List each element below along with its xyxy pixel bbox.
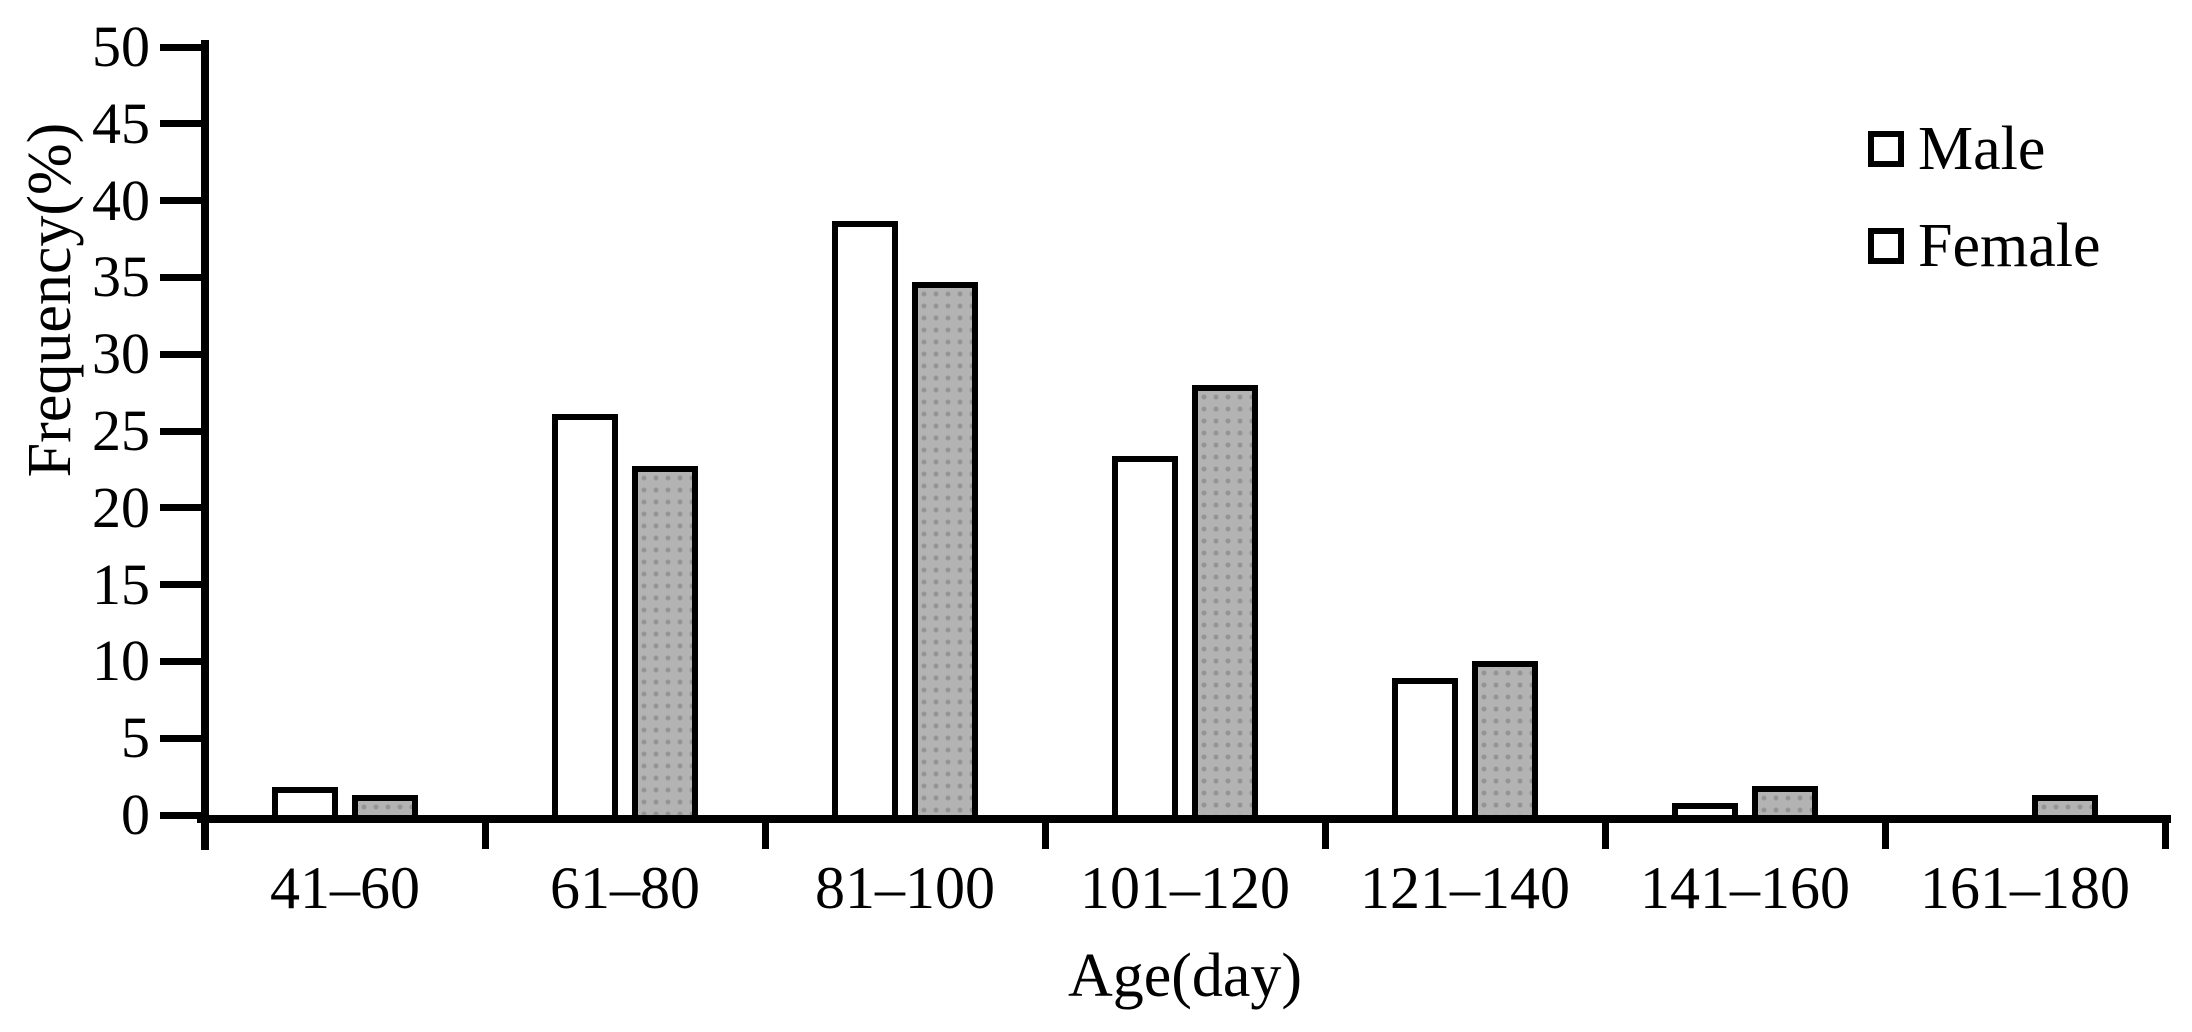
y-tick-label-45: 45 — [92, 90, 150, 156]
x-tick-3 — [1041, 823, 1049, 849]
legend-label-male: Male — [1918, 115, 2046, 183]
bar-female-101-120 — [1192, 385, 1258, 821]
x-tick-2 — [761, 823, 769, 849]
x-axis-title: Age(day) — [1067, 942, 1303, 1010]
bar-male-81-100 — [832, 221, 898, 821]
y-tick-label-5: 5 — [121, 705, 150, 771]
y-tick-50 — [160, 43, 205, 51]
x-category-label-61-80: 61–80 — [550, 855, 700, 921]
x-category-label-41-60: 41–60 — [270, 855, 420, 921]
x-category-label-121-140: 121–140 — [1360, 855, 1570, 921]
x-axis-line — [197, 815, 2171, 823]
x-tick-6 — [1881, 823, 1889, 849]
x-tick-1 — [481, 823, 489, 849]
bar-female-81-100 — [912, 282, 978, 821]
bar-male-121-140 — [1392, 678, 1458, 821]
x-category-label-161-180: 161–180 — [1920, 855, 2130, 921]
y-tick-35 — [160, 273, 205, 281]
y-tick-40 — [160, 197, 205, 205]
y-tick-label-50: 50 — [92, 14, 150, 79]
bar-male-61-80 — [552, 414, 618, 821]
y-tick-45 — [160, 120, 205, 128]
x-tick-0 — [201, 823, 209, 849]
y-tick-label-20: 20 — [92, 474, 150, 540]
y-tick-5 — [160, 734, 205, 742]
x-category-label-101-120: 101–120 — [1080, 855, 1290, 921]
y-tick-label-30: 30 — [92, 321, 150, 387]
y-tick-label-10: 10 — [92, 628, 150, 694]
x-tick-4 — [1321, 823, 1329, 849]
legend-swatch-male-icon — [1868, 131, 1904, 167]
legend-swatch-female-icon — [1868, 228, 1904, 264]
x-tick-7 — [2161, 823, 2169, 849]
y-tick-label-15: 15 — [92, 551, 150, 617]
x-tick-5 — [1601, 823, 1609, 849]
legend-label-female: Female — [1918, 212, 2101, 280]
x-category-label-81-100: 81–100 — [815, 855, 995, 921]
bar-male-101-120 — [1112, 456, 1178, 821]
y-tick-label-35: 35 — [92, 244, 150, 310]
y-tick-20 — [160, 504, 205, 512]
bar-female-61-80 — [632, 466, 698, 821]
bar-female-121-140 — [1472, 661, 1538, 821]
y-tick-25 — [160, 427, 205, 435]
y-tick-label-25: 25 — [92, 398, 150, 463]
x-category-label-141-160: 141–160 — [1640, 855, 1850, 921]
y-tick-label-0: 0 — [121, 782, 150, 847]
y-tick-15 — [160, 581, 205, 589]
y-tick-10 — [160, 657, 205, 665]
y-tick-label-40: 40 — [92, 167, 150, 233]
y-tick-0 — [160, 811, 205, 819]
y-tick-30 — [160, 350, 205, 358]
y-axis-line — [201, 40, 209, 850]
